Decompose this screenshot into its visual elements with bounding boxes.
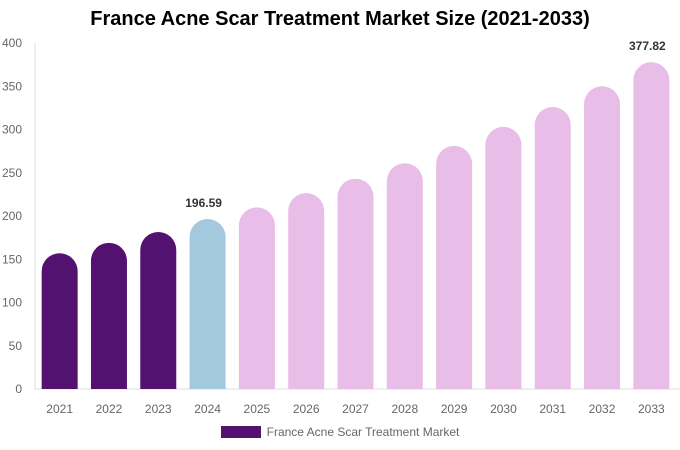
x-tick-label: 2026 [293, 402, 320, 416]
data-label-2033: 377.82 [629, 39, 666, 53]
bar-2032 [584, 86, 621, 389]
x-tick-label: 2022 [96, 402, 123, 416]
x-tick-label: 2031 [539, 402, 566, 416]
x-tick-label: 2024 [194, 402, 221, 416]
y-tick-label: 300 [2, 123, 22, 137]
bar-2025 [238, 207, 275, 389]
bar-2030 [485, 126, 522, 390]
legend: France Acne Scar Treatment Market [0, 425, 680, 439]
y-tick-label: 400 [2, 36, 22, 50]
bar-2028 [386, 163, 423, 389]
x-tick-label: 2030 [490, 402, 517, 416]
bar-2024 [189, 218, 226, 389]
y-tick-label: 100 [2, 296, 22, 310]
legend-swatch [220, 426, 261, 438]
y-tick-label: 200 [2, 209, 22, 223]
bar-2021 [41, 253, 78, 389]
bar-2029 [436, 145, 473, 389]
data-label-2024: 196.59 [185, 196, 222, 210]
bar-2033 [633, 62, 670, 389]
y-tick-label: 150 [2, 252, 22, 266]
legend-label: France Acne Scar Treatment Market [266, 425, 460, 439]
x-tick-label: 2023 [145, 402, 172, 416]
y-tick-label: 350 [2, 79, 22, 93]
x-tick-label: 2025 [244, 402, 271, 416]
x-tick-label: 2029 [441, 402, 468, 416]
x-tick-label: 2032 [589, 402, 616, 416]
bar-2027 [337, 178, 374, 389]
x-tick-label: 2033 [638, 402, 665, 416]
bar-2023 [140, 232, 177, 389]
y-tick-label: 50 [9, 339, 23, 353]
x-tick-label: 2027 [342, 402, 369, 416]
y-tick-label: 0 [15, 382, 22, 396]
bar-2031 [534, 107, 571, 389]
y-tick-label: 250 [2, 166, 22, 180]
chart-title: France Acne Scar Treatment Market Size (… [90, 8, 590, 30]
bar-2026 [288, 193, 325, 389]
bar-2022 [90, 242, 127, 389]
x-tick-label: 2028 [391, 402, 418, 416]
x-tick-label: 2021 [46, 402, 73, 416]
